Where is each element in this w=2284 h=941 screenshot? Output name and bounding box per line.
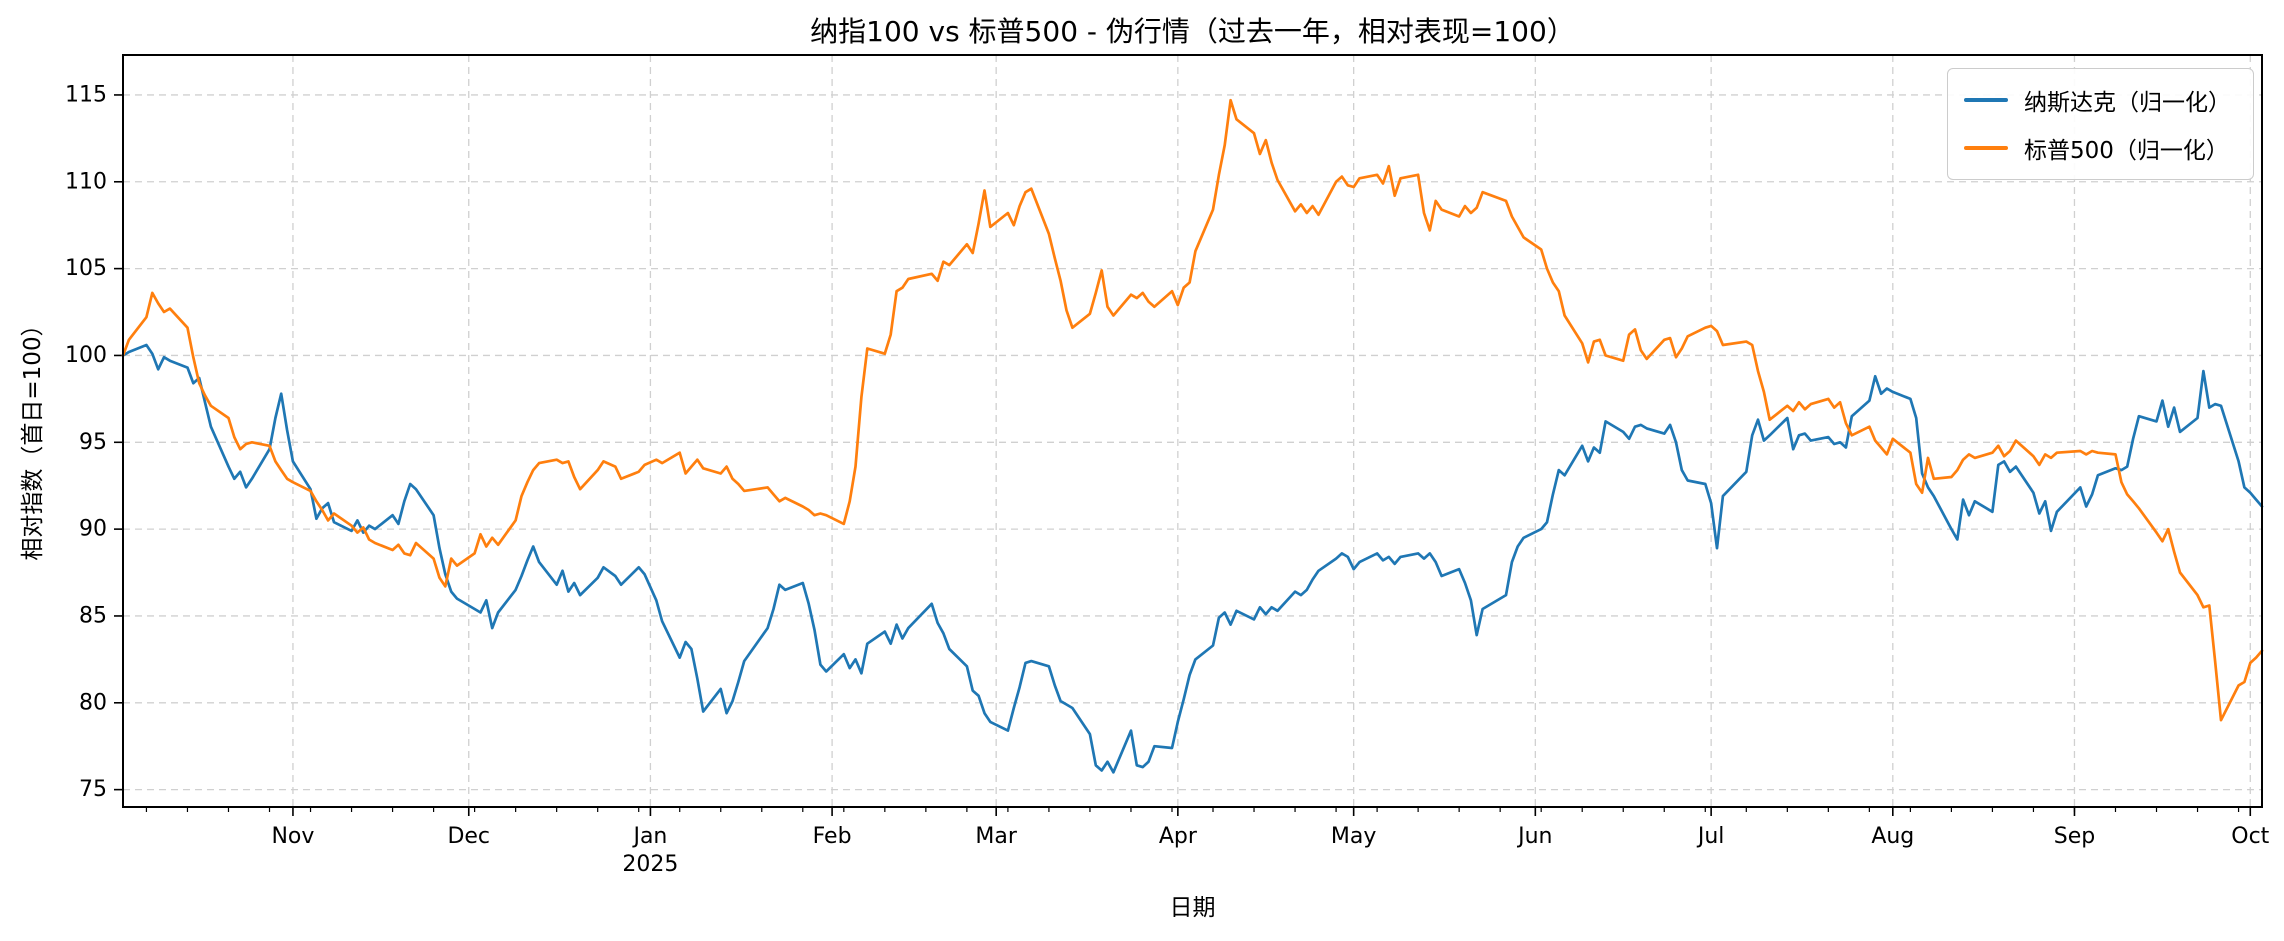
x-tick-label: Feb: [813, 824, 852, 849]
y-tick-label: 95: [79, 430, 107, 455]
x-tick-label: Jun: [1516, 824, 1552, 849]
x-tick-label: May: [1331, 824, 1376, 849]
y-tick-label: 80: [79, 690, 107, 715]
x-tick-label: Jul: [1696, 824, 1725, 849]
x-tick-label: Nov: [271, 824, 314, 849]
x-tick-label: Apr: [1159, 824, 1198, 849]
series-line-1: [121, 98, 2264, 722]
x-tick-label: Mar: [975, 824, 1017, 849]
chart-title: 纳指100 vs 标普500 - 伪行情（过去一年，相对表现=100）: [810, 15, 1575, 48]
x-tick-label: Jan: [631, 824, 667, 849]
sp500-line-swatch: [1964, 146, 2008, 150]
y-axis-label: 相对指数（首日=100）: [20, 313, 46, 561]
x-tick-sublabel: 2025: [622, 852, 678, 877]
legend-item-sp500: 标普500（归一化）: [1964, 131, 2231, 165]
x-tick-label: Aug: [1871, 824, 1914, 849]
y-tick-label: 90: [79, 517, 107, 542]
legend-label-sp500: 标普500（归一化）: [2024, 138, 2229, 164]
x-tick-label: Oct: [2231, 824, 2269, 849]
y-tick-label: 110: [65, 169, 107, 194]
legend: 纳斯达克（归一化） 标普500（归一化）: [1947, 68, 2254, 180]
nasdaq-line-swatch: [1964, 98, 2008, 102]
series-line-0: [121, 343, 2264, 774]
y-tick-label: 105: [65, 256, 107, 281]
legend-item-nasdaq: 纳斯达克（归一化）: [1964, 83, 2231, 117]
x-axis-label: 日期: [1169, 895, 1216, 921]
x-tick-label: Dec: [447, 824, 490, 849]
y-tick-label: 115: [65, 82, 107, 107]
y-tick-label: 100: [65, 343, 107, 368]
x-tick-label: Sep: [2054, 824, 2095, 849]
y-tick-label: 75: [79, 777, 107, 802]
legend-label-nasdaq: 纳斯达克（归一化）: [2024, 90, 2231, 116]
y-tick-label: 85: [79, 603, 107, 628]
